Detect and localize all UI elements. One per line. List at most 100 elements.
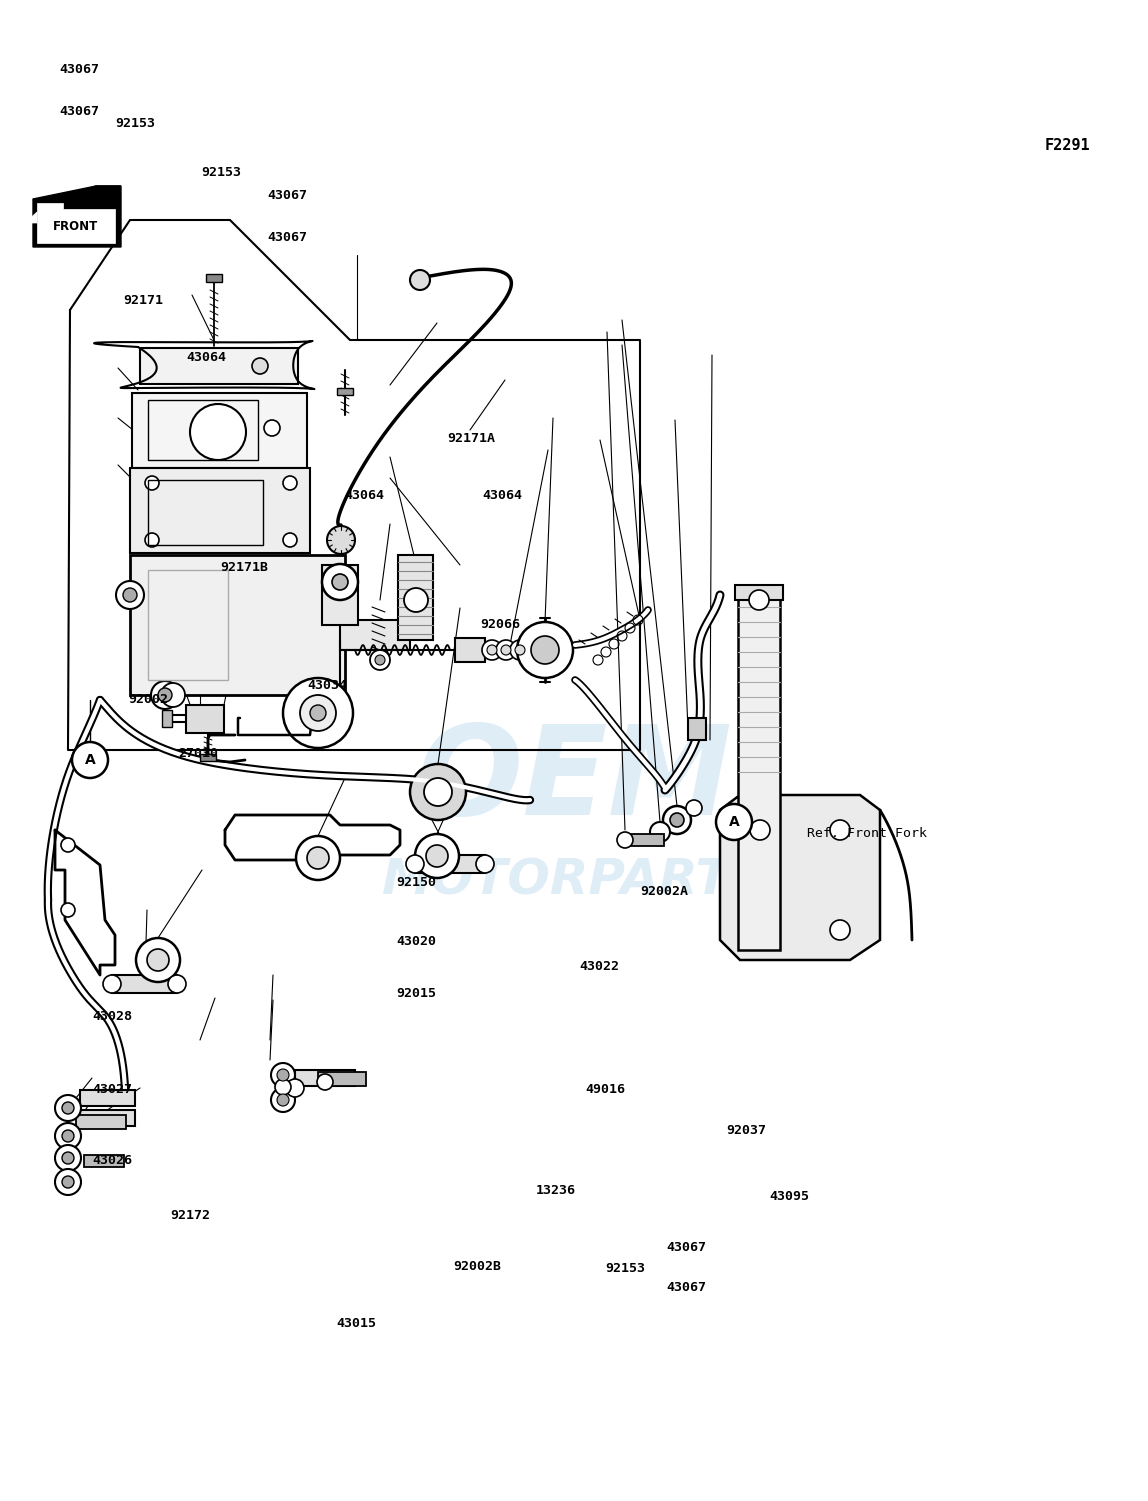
Text: 92171B: 92171B bbox=[220, 561, 269, 573]
Circle shape bbox=[517, 621, 573, 678]
Bar bbox=[414, 856, 484, 874]
Circle shape bbox=[310, 705, 326, 720]
Polygon shape bbox=[140, 348, 298, 384]
Bar bbox=[340, 620, 410, 650]
Bar bbox=[735, 585, 783, 600]
Circle shape bbox=[410, 270, 430, 290]
Circle shape bbox=[277, 1069, 289, 1081]
Polygon shape bbox=[33, 186, 121, 200]
Bar bbox=[84, 1154, 124, 1166]
Bar bbox=[295, 1070, 355, 1087]
Text: MOTORPARTS: MOTORPARTS bbox=[382, 856, 766, 904]
Bar bbox=[318, 1072, 366, 1087]
Circle shape bbox=[271, 1063, 295, 1087]
Text: 92002A: 92002A bbox=[641, 886, 689, 898]
Bar bbox=[132, 393, 307, 468]
Text: 43015: 43015 bbox=[336, 1318, 375, 1330]
Text: 43026: 43026 bbox=[92, 1154, 132, 1166]
Circle shape bbox=[191, 404, 246, 459]
Text: OEM: OEM bbox=[416, 719, 732, 841]
Circle shape bbox=[487, 645, 497, 654]
Circle shape bbox=[276, 1079, 290, 1096]
Bar bbox=[626, 835, 664, 847]
Circle shape bbox=[664, 806, 691, 835]
Bar bbox=[113, 976, 177, 994]
Circle shape bbox=[161, 683, 185, 707]
Circle shape bbox=[424, 778, 452, 806]
Text: A: A bbox=[85, 754, 95, 767]
Text: 43095: 43095 bbox=[769, 1190, 809, 1202]
Text: 92150: 92150 bbox=[396, 877, 436, 889]
Circle shape bbox=[748, 590, 769, 609]
Circle shape bbox=[72, 741, 108, 778]
Bar bbox=[162, 710, 172, 726]
Text: 92153: 92153 bbox=[201, 167, 241, 179]
Circle shape bbox=[62, 1151, 73, 1163]
Circle shape bbox=[61, 904, 75, 917]
Circle shape bbox=[55, 1145, 82, 1171]
Circle shape bbox=[300, 695, 336, 731]
Circle shape bbox=[830, 920, 850, 940]
Circle shape bbox=[501, 645, 511, 654]
Text: 43028: 43028 bbox=[92, 1010, 132, 1022]
Circle shape bbox=[670, 814, 684, 827]
Text: 49016: 49016 bbox=[585, 1084, 626, 1096]
Circle shape bbox=[687, 800, 701, 817]
Bar bbox=[130, 468, 310, 552]
Text: A: A bbox=[729, 815, 739, 829]
Text: 43027: 43027 bbox=[92, 1084, 132, 1096]
Text: 43067: 43067 bbox=[267, 231, 308, 243]
Circle shape bbox=[404, 588, 428, 612]
Circle shape bbox=[284, 678, 352, 747]
Polygon shape bbox=[37, 203, 115, 243]
Text: Ref. Front Fork: Ref. Front Fork bbox=[807, 827, 928, 839]
Circle shape bbox=[145, 476, 160, 489]
Polygon shape bbox=[33, 186, 121, 248]
Circle shape bbox=[61, 838, 75, 853]
Circle shape bbox=[307, 847, 329, 869]
Circle shape bbox=[406, 856, 424, 874]
Text: 43064: 43064 bbox=[344, 489, 385, 501]
Text: 43067: 43067 bbox=[666, 1241, 706, 1253]
Circle shape bbox=[103, 976, 121, 994]
Circle shape bbox=[616, 832, 633, 848]
Text: 92172: 92172 bbox=[170, 1210, 210, 1222]
Circle shape bbox=[123, 588, 137, 602]
Bar bbox=[80, 1111, 135, 1126]
Text: FRONT: FRONT bbox=[53, 219, 98, 233]
Text: 92037: 92037 bbox=[727, 1124, 767, 1136]
Circle shape bbox=[158, 687, 172, 702]
Circle shape bbox=[264, 420, 280, 435]
Circle shape bbox=[716, 805, 752, 841]
Bar bbox=[186, 705, 224, 732]
Circle shape bbox=[532, 636, 559, 663]
Circle shape bbox=[253, 359, 267, 374]
Bar bbox=[738, 590, 779, 950]
Text: 92153: 92153 bbox=[605, 1262, 645, 1274]
Bar bbox=[321, 564, 358, 624]
Text: 92015: 92015 bbox=[396, 988, 436, 1000]
Circle shape bbox=[332, 573, 348, 590]
Bar bbox=[80, 1090, 135, 1106]
Circle shape bbox=[482, 639, 502, 660]
Circle shape bbox=[496, 639, 515, 660]
Text: 43067: 43067 bbox=[60, 105, 100, 117]
Circle shape bbox=[135, 938, 180, 982]
Text: 13236: 13236 bbox=[536, 1184, 576, 1196]
Circle shape bbox=[55, 1123, 82, 1148]
Circle shape bbox=[296, 836, 340, 880]
Text: 43064: 43064 bbox=[186, 351, 226, 363]
Text: 43067: 43067 bbox=[666, 1282, 706, 1294]
Polygon shape bbox=[25, 212, 37, 224]
Circle shape bbox=[284, 533, 297, 546]
Circle shape bbox=[55, 1096, 82, 1121]
Circle shape bbox=[152, 681, 179, 708]
Circle shape bbox=[327, 525, 355, 554]
Bar bbox=[148, 570, 228, 680]
Circle shape bbox=[321, 564, 358, 600]
Bar bbox=[205, 275, 222, 282]
Circle shape bbox=[116, 581, 144, 609]
Circle shape bbox=[271, 1088, 295, 1112]
Text: 92066: 92066 bbox=[480, 618, 520, 630]
Circle shape bbox=[426, 845, 448, 868]
